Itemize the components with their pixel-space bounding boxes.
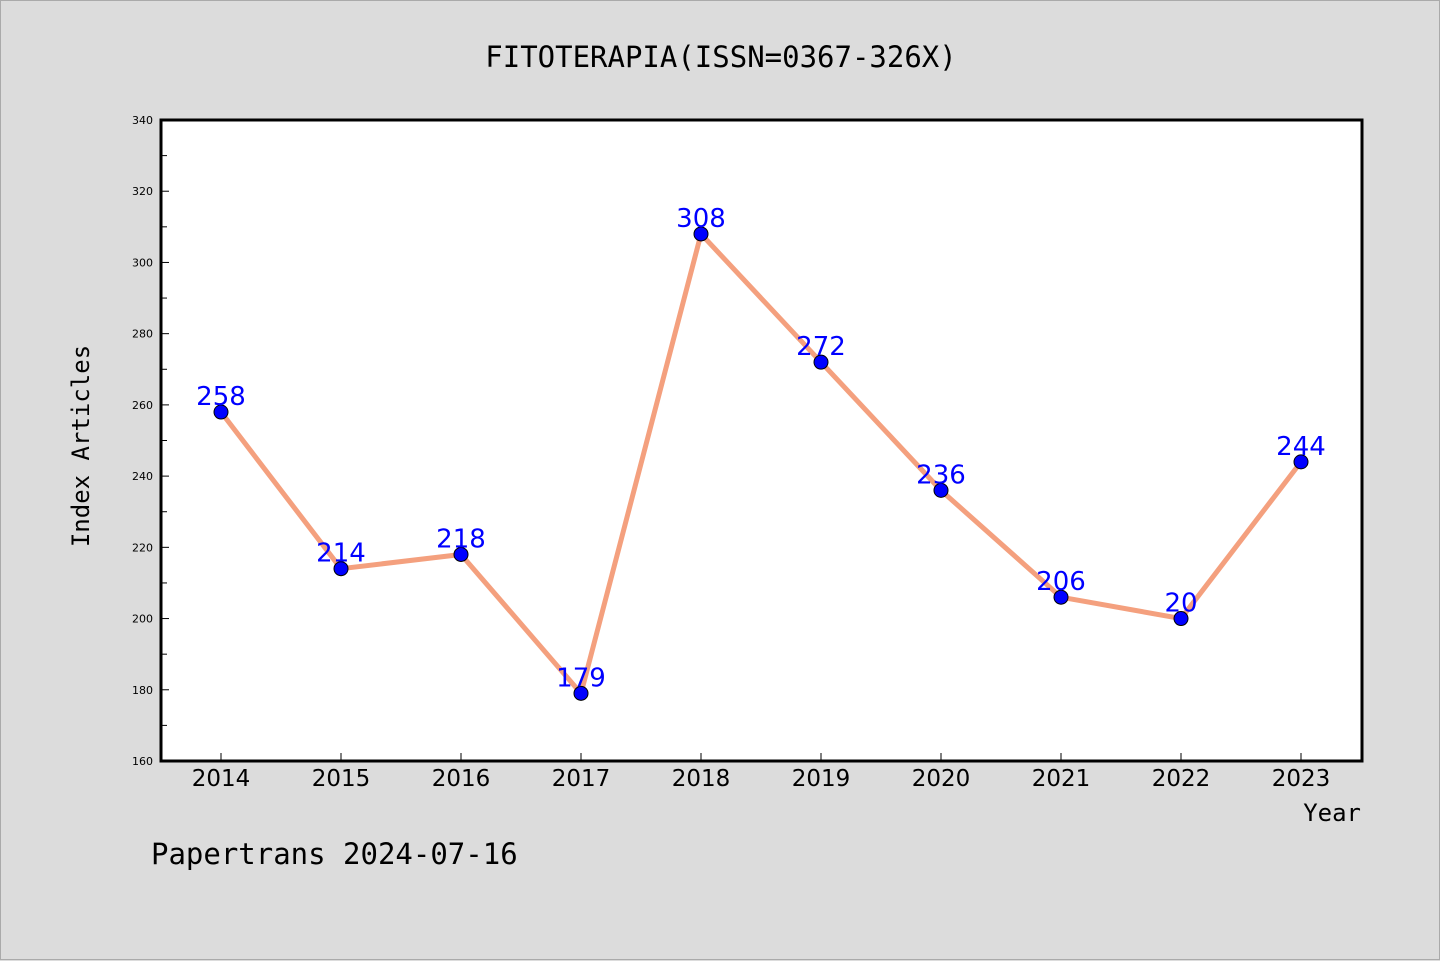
data-label: 272: [796, 332, 846, 362]
data-label: 20: [1164, 589, 1197, 619]
data-label: 206: [1036, 567, 1086, 597]
y-tick-label: 280: [132, 328, 153, 341]
data-label: 258: [196, 382, 246, 412]
y-axis-title: Index Articles: [67, 345, 95, 547]
data-label: 244: [1276, 432, 1326, 462]
data-label: 214: [316, 539, 366, 569]
y-tick-label: 300: [132, 256, 153, 269]
data-point: [333, 561, 349, 577]
y-axis: 160 180 200 220 240 260 280 300 320 340: [132, 114, 169, 768]
x-tick-label: 2019: [792, 766, 851, 792]
data-point: [573, 685, 589, 701]
x-axis-title: Year: [1303, 799, 1361, 827]
x-tick-label: 2014: [192, 766, 251, 792]
data-point: [933, 482, 949, 498]
y-tick-label: 320: [132, 185, 153, 198]
x-tick-label: 2020: [912, 766, 971, 792]
data-point: [1293, 454, 1309, 470]
chart-title: FITOTERAPIA(ISSN=0367-326X): [485, 40, 956, 74]
y-tick-label: 200: [132, 613, 153, 626]
x-tick-label: 2015: [312, 766, 371, 792]
x-tick-label: 2017: [552, 766, 611, 792]
data-point: [1053, 589, 1069, 605]
data-point: [213, 404, 229, 420]
plot-area: [159, 118, 1364, 763]
x-tick-label: 2021: [1032, 766, 1091, 792]
y-tick-label: 260: [132, 399, 153, 412]
x-tick-label: 2016: [432, 766, 491, 792]
y-tick-label: 220: [132, 541, 153, 554]
footer-watermark: Papertrans 2024-07-16: [151, 837, 518, 871]
x-tick-label: 2018: [672, 766, 731, 792]
y-tick-label: 160: [132, 755, 153, 768]
x-axis: 2014 2015 2016 2017 2018 2019 2020 2021 2022 2023: [192, 753, 1331, 792]
y-tick-label: 340: [132, 114, 153, 127]
data-point: [1173, 611, 1189, 627]
series-line: [219, 231, 1303, 696]
data-point: [693, 226, 709, 242]
data-label: 236: [916, 460, 966, 490]
x-tick-label: 2023: [1272, 766, 1331, 792]
data-label: 179: [556, 663, 606, 693]
data-label: 308: [676, 204, 726, 234]
y-tick-label: 240: [132, 470, 153, 483]
data-point: [453, 546, 469, 562]
data-point: [813, 354, 829, 370]
y-tick-label: 180: [132, 684, 153, 697]
x-tick-label: 2022: [1152, 766, 1211, 792]
series-index-articles: 258 214 218 179 308 272 236 206 20 244: [196, 204, 1326, 701]
data-label: 218: [436, 524, 486, 554]
